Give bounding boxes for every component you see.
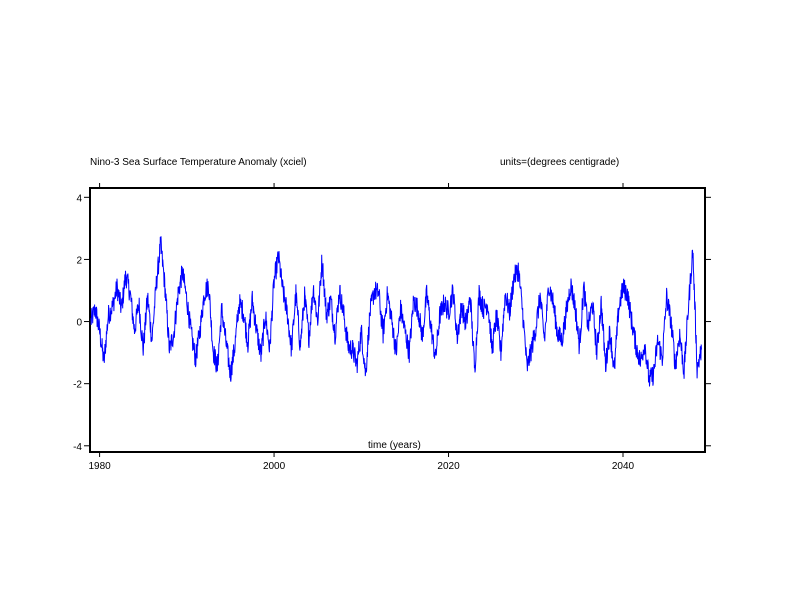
tick-marks xyxy=(84,183,711,457)
x-tick-labels: 1980 2000 2020 2040 xyxy=(88,461,634,472)
y-tick-label: 4 xyxy=(76,193,82,204)
y-tick-labels: -4 -2 0 2 4 xyxy=(73,193,82,452)
x-tick-label: 2000 xyxy=(263,461,286,472)
x-tick-label: 2040 xyxy=(612,461,635,472)
units-label: units=(degrees centigrade) xyxy=(500,157,620,168)
x-tick-label: 1980 xyxy=(88,461,111,472)
chart-title: Nino-3 Sea Surface Temperature Anomaly (… xyxy=(90,157,307,168)
y-tick-label: 0 xyxy=(76,318,82,329)
x-axis-label: time (years) xyxy=(368,440,421,451)
y-tick-label: 2 xyxy=(76,255,82,266)
y-tick-label: -2 xyxy=(73,380,82,391)
y-tick-label: -4 xyxy=(73,442,82,453)
plot-frame xyxy=(89,187,706,453)
x-tick-label: 2020 xyxy=(437,461,460,472)
series-line xyxy=(90,236,702,387)
